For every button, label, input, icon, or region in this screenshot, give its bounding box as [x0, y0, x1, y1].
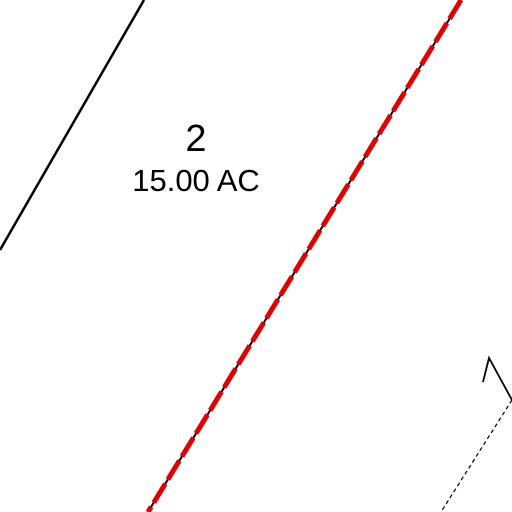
parcel-area-label: 15.00 AC	[132, 163, 260, 198]
dashed-easement-line	[440, 399, 512, 512]
parcel-boundary-line	[145, 0, 464, 512]
lot-corner-line	[482, 355, 512, 401]
lot-line	[0, 0, 146, 251]
boundary-dash-line	[145, 0, 464, 512]
parcel-number-label: 2	[185, 118, 207, 160]
